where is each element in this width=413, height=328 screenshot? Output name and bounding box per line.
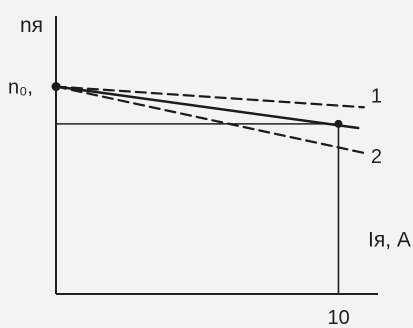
series-label: 2	[371, 146, 382, 168]
series-line-solid	[54, 85, 360, 130]
series-label: 1	[371, 85, 382, 107]
y-axis-label: nя	[20, 14, 43, 37]
points-layer	[51, 82, 343, 128]
x-tick-label: 10	[327, 307, 349, 328]
data-point	[334, 119, 343, 128]
data-point	[51, 82, 61, 92]
series-line-dashed	[54, 85, 365, 155]
series-line-dashed	[54, 85, 365, 109]
start-label: n₀,	[8, 77, 33, 99]
series-layer	[54, 85, 365, 155]
x-axis-label: Iя, A	[368, 228, 411, 251]
